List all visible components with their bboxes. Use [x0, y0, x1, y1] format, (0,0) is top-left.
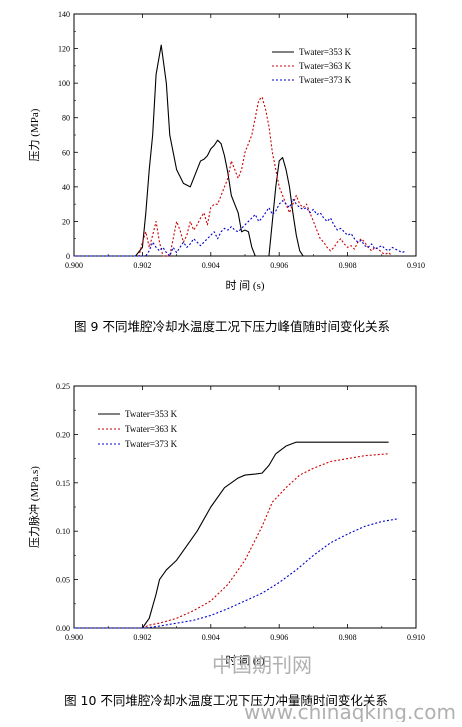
- legend-label: Twater=353 K: [299, 47, 352, 57]
- y-tick-label: 0: [66, 252, 70, 261]
- x-tick-label: 0.902: [133, 633, 151, 642]
- series-line-twater-363-k: [74, 453, 389, 629]
- series-line-twater-353-k: [74, 44, 406, 257]
- legend-label: Twater=353 K: [125, 409, 178, 419]
- series-line-twater-373-k: [74, 198, 406, 257]
- watermark-url: www.chinaqking.com: [244, 700, 456, 722]
- y-tick-label: 20: [62, 217, 70, 226]
- x-tick-label: 0.908: [339, 633, 357, 642]
- y-tick-label: 60: [62, 148, 70, 157]
- y-tick-label: 0.15: [56, 479, 70, 488]
- x-tick-label: 0.900: [65, 261, 83, 270]
- plot-frame: [73, 385, 417, 629]
- y-tick-label: 0.10: [56, 527, 70, 536]
- x-tick-label: 0.910: [407, 261, 425, 270]
- x-tick-label: 0.908: [339, 261, 357, 270]
- legend-label: Twater=363 K: [299, 61, 352, 71]
- x-tick-label: 0.900: [65, 633, 83, 642]
- y-tick-label: 140: [58, 10, 70, 19]
- figure-caption: 图 10 不同堆腔冷却水温度工况下压力冲量随时间变化关系: [64, 693, 388, 708]
- legend-label: Twater=373 K: [299, 75, 352, 85]
- x-tick-label: 0.910: [407, 633, 425, 642]
- y-tick-label: 0.20: [56, 430, 70, 439]
- y-tick-label: 80: [62, 114, 70, 123]
- x-axis-label: 时 间 (s): [225, 654, 264, 667]
- series-line-twater-363-k: [74, 96, 393, 257]
- x-tick-label: 0.906: [270, 261, 288, 270]
- y-tick-label: 0.05: [56, 576, 70, 585]
- series-line-twater-373-k: [74, 518, 399, 629]
- watermark-cn: 中国期刊网: [212, 653, 312, 677]
- x-tick-label: 0.906: [270, 633, 288, 642]
- y-tick-label: 40: [62, 183, 70, 192]
- y-tick-label: 100: [58, 79, 70, 88]
- legend-label: Twater=373 K: [125, 439, 178, 449]
- y-axis-label: 压力脉冲 (MPa.s): [27, 466, 41, 548]
- series-line-twater-353-k: [74, 441, 389, 629]
- figure-caption: 图 9 不同堆腔冷却水温度工况下压力峰值随时间变化关系: [74, 319, 390, 334]
- x-axis-label: 时 间 (s): [225, 279, 264, 292]
- plot-frame: [73, 13, 417, 257]
- legend-label: Twater=363 K: [125, 424, 178, 434]
- chart-pressure-impulse: 0.00 0.05 0.10 0.15 0.20 0.25 0.900 0.902 0.904 0…: [27, 382, 425, 708]
- y-tick-label: 120: [58, 45, 70, 54]
- y-tick-label: 0.00: [56, 624, 70, 633]
- x-tick-label: 0.902: [133, 261, 151, 270]
- x-tick-label: 0.904: [202, 261, 220, 270]
- x-tick-label: 0.904: [202, 633, 220, 642]
- y-tick-label: 0.25: [56, 382, 70, 391]
- y-axis-label: 压力 (MPa): [28, 108, 41, 161]
- chart-pressure-peak: 0 20 40 60 80 100 120 140 0.900 0.902 0.904 0.906 0.…: [28, 10, 425, 334]
